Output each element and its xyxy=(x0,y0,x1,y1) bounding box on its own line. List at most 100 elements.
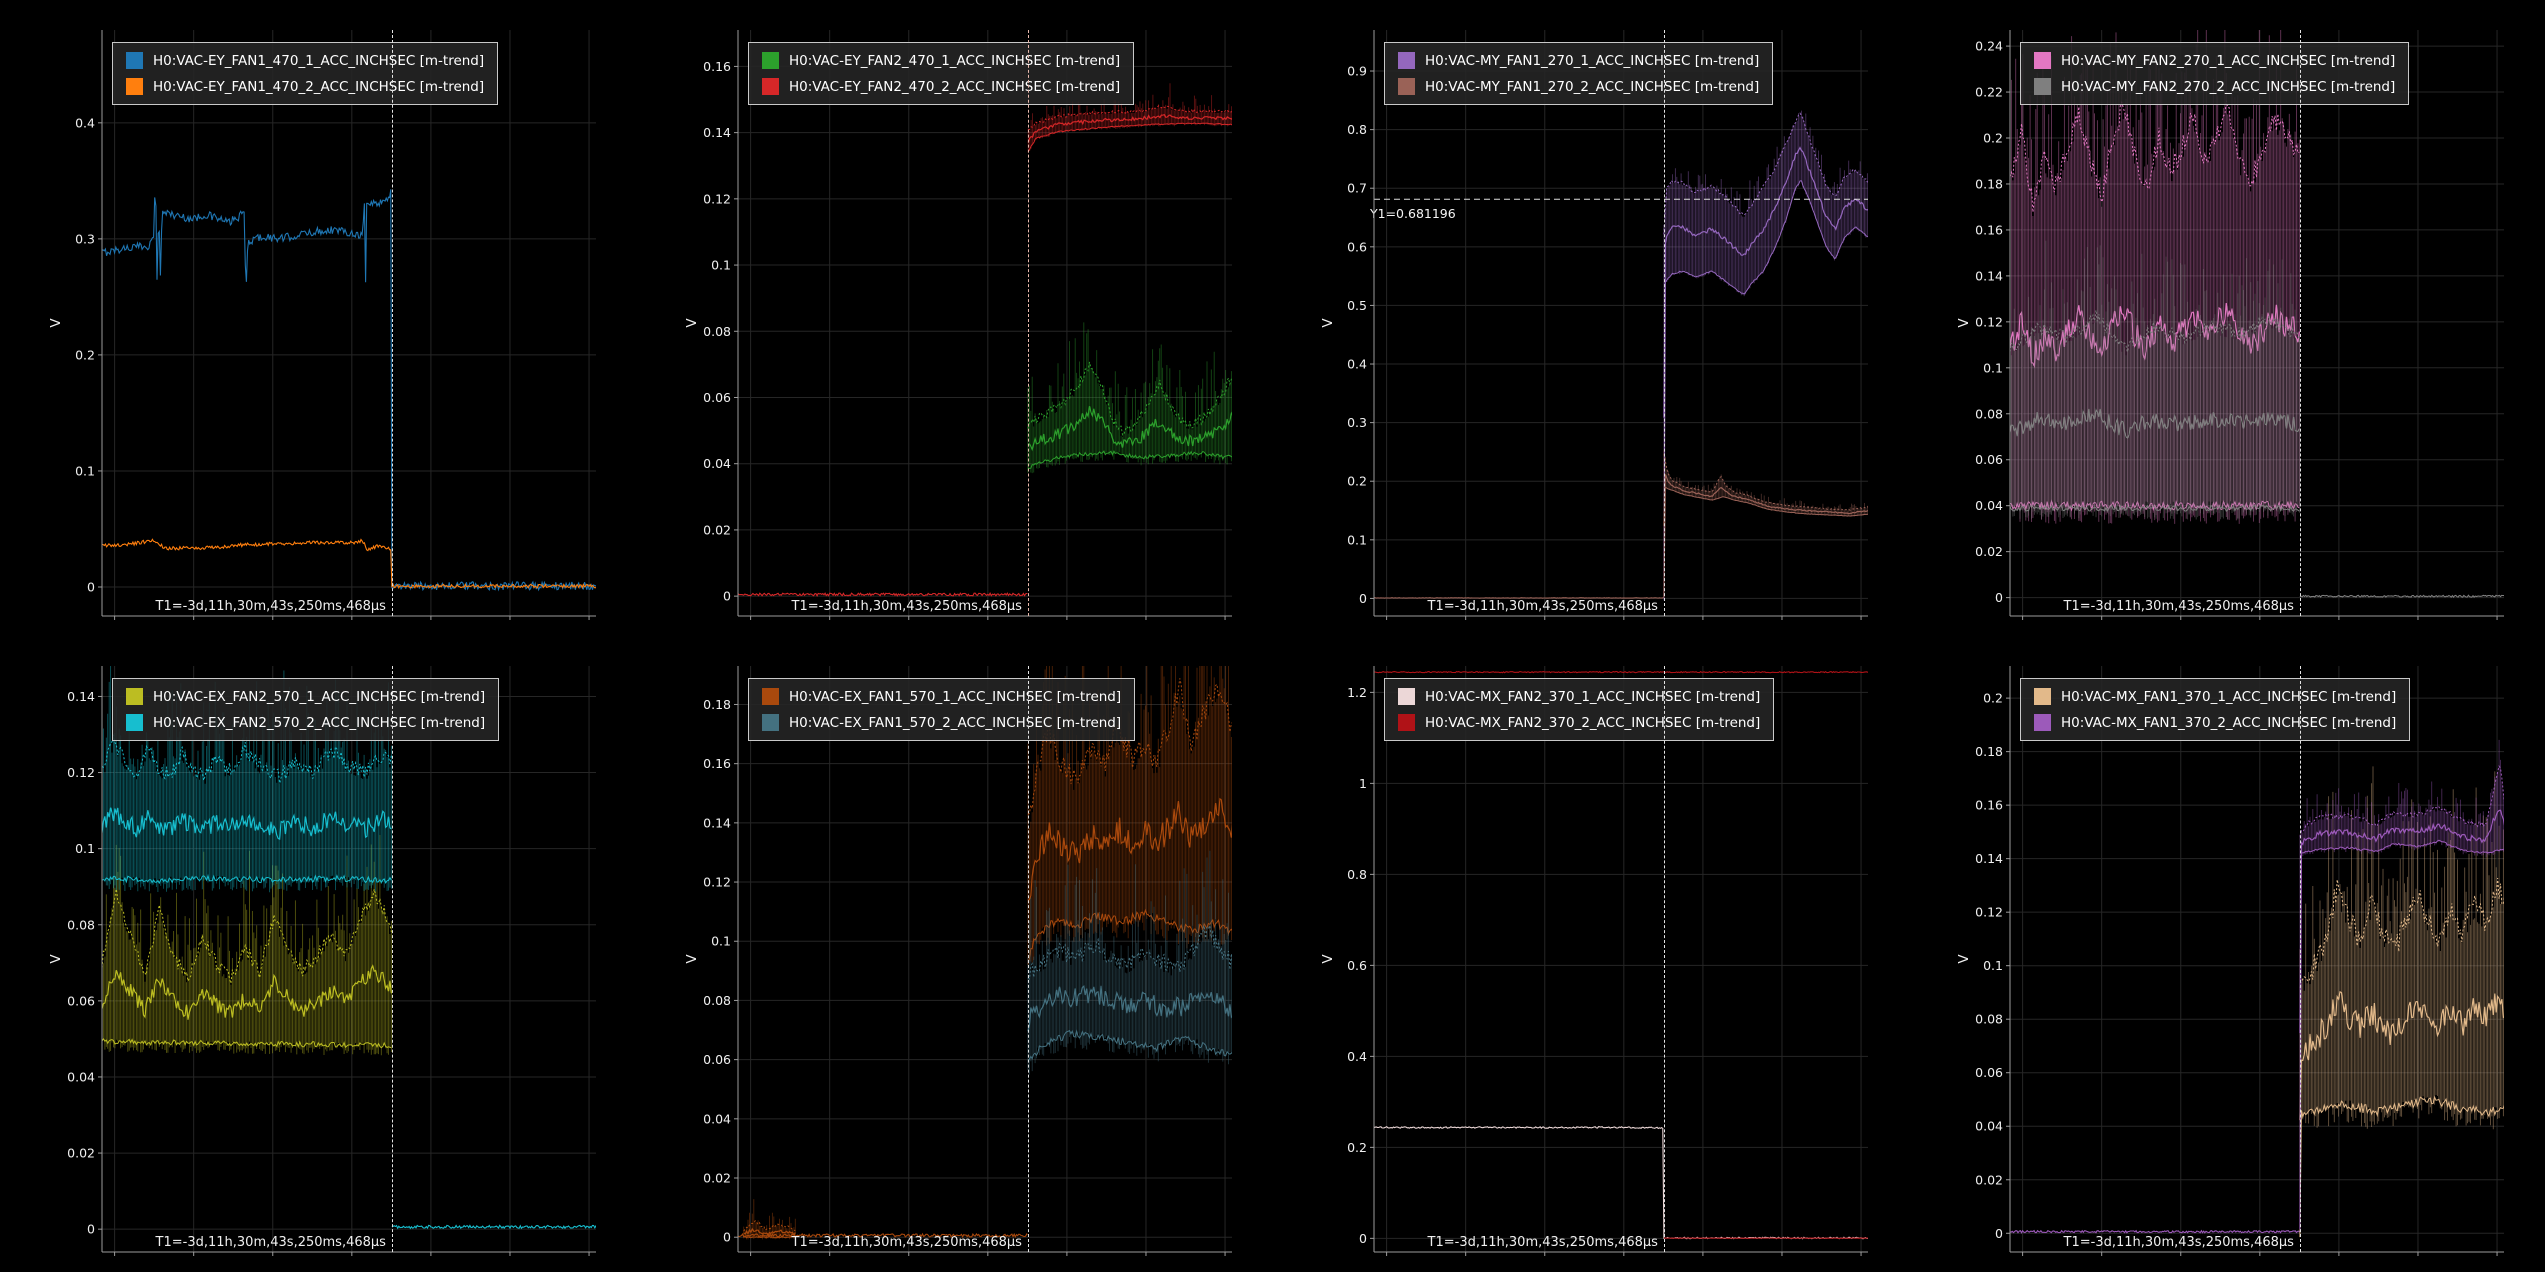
series-layer xyxy=(102,666,596,1230)
y-tick-label: 0 xyxy=(723,589,731,604)
t1-cursor-label: T1=-3d,11h,30m,43s,250ms,468µs xyxy=(1427,1235,1659,1250)
legend-box: H0:VAC-MY_FAN1_270_1_ACC_INCHSEC [m-tren… xyxy=(1384,42,1774,105)
legend-item[interactable]: H0:VAC-EY_FAN1_470_1_ACC_INCHSEC [m-tren… xyxy=(126,52,484,69)
y-axis-label: V xyxy=(1320,954,1336,964)
legend-box: H0:VAC-MX_FAN1_370_1_ACC_INCHSEC [m-tren… xyxy=(2020,678,2411,741)
y-tick-label: 0.04 xyxy=(1975,498,2003,513)
y1-cursor-label: Y1=0.681196 xyxy=(1369,206,1456,221)
axes xyxy=(2006,30,2504,620)
plot-canvas-my-fan2-270[interactable]: 0 0.02 0.04 0.06 0.08 0.1 0.12 0.14 0.16 0.18 0.2 0… xyxy=(1948,16,2504,620)
series-layer xyxy=(1374,670,1868,1240)
y-tick-label: 0.14 xyxy=(703,815,731,830)
series-color-swatch-icon xyxy=(126,714,143,731)
y-axis-label: V xyxy=(48,318,64,328)
legend-label: H0:VAC-MY_FAN1_270_2_ACC_INCHSEC [m-tren… xyxy=(1425,78,1760,95)
legend-item[interactable]: H0:VAC-EY_FAN2_470_1_ACC_INCHSEC [m-tren… xyxy=(762,52,1120,69)
series-line xyxy=(102,538,596,590)
axes xyxy=(98,30,596,620)
series-band-min xyxy=(102,1037,392,1049)
plot-canvas-ex-fan1-570[interactable]: 00.020.040.060.080.10.120.140.160.18Jul … xyxy=(676,652,1232,1256)
y-tick-label: 0.2 xyxy=(75,347,95,362)
y-tick-label: 0.08 xyxy=(703,993,731,1008)
y-tick-label: 0.16 xyxy=(703,756,731,771)
gridlines xyxy=(1374,30,1868,616)
y-axis-label: V xyxy=(48,954,64,964)
legend-item[interactable]: H0:VAC-EY_FAN2_470_2_ACC_INCHSEC [m-tren… xyxy=(762,78,1120,95)
y-axis-label: V xyxy=(1956,318,1972,328)
chart-ey-fan2-470: 0 0.02 0.04 0.06 0.08 0.1 0.12 0.14 0.16 Jul 16 2… xyxy=(676,16,1232,620)
series-layer xyxy=(2010,739,2504,1238)
legend-item[interactable]: H0:VAC-MX_FAN1_370_1_ACC_INCHSEC [m-tren… xyxy=(2034,688,2396,705)
series-line xyxy=(1374,670,1868,674)
series-band-min xyxy=(1027,908,1232,965)
series-band-fill xyxy=(1027,322,1232,474)
series-color-swatch-icon xyxy=(1398,688,1415,705)
y-tick-label: 0.4 xyxy=(75,115,95,130)
series-band-min xyxy=(102,873,392,885)
y-tick-label: 0.12 xyxy=(67,765,95,780)
y-tick-label: 0 xyxy=(1995,590,2003,605)
series-color-swatch-icon xyxy=(1398,78,1415,95)
series-band-mean xyxy=(102,964,392,1020)
series-band-max xyxy=(2299,764,2504,837)
series-color-swatch-icon xyxy=(762,52,779,69)
legend-box: H0:VAC-EY_FAN2_470_1_ACC_INCHSEC [m-tren… xyxy=(748,42,1135,105)
plot-canvas-my-fan1-270[interactable]: Y1=0.68119600.10.20.30.40.50.60.70.80.9J… xyxy=(1312,16,1868,620)
gridlines xyxy=(738,30,1232,616)
y-tick-label: 0.18 xyxy=(1975,744,2003,759)
series-line xyxy=(1374,1125,1868,1240)
legend-item[interactable]: H0:VAC-EX_FAN2_570_1_ACC_INCHSEC [m-tren… xyxy=(126,688,485,705)
y-tick-label: 0 xyxy=(87,579,95,594)
y-axis-label: V xyxy=(1956,954,1972,964)
legend-item[interactable]: H0:VAC-EX_FAN2_570_2_ACC_INCHSEC [m-tren… xyxy=(126,714,485,731)
series-band-fill xyxy=(1663,110,1868,601)
y-tick-label: 0.04 xyxy=(703,456,731,471)
series-layer xyxy=(738,83,1232,598)
legend-item[interactable]: H0:VAC-MY_FAN2_270_1_ACC_INCHSEC [m-tren… xyxy=(2034,52,2395,69)
axes xyxy=(1370,666,1868,1256)
chart-ey-fan1-470: 0 0.1 0.2 0.3 0.4 Jul 16 2023 02:54:25 UTC Jul … xyxy=(40,16,596,620)
y-tick-label: 0.06 xyxy=(1975,1065,2003,1080)
series-line xyxy=(391,1224,596,1230)
legend-item[interactable]: H0:VAC-EY_FAN1_470_2_ACC_INCHSEC [m-tren… xyxy=(126,78,484,95)
legend-item[interactable]: H0:VAC-MX_FAN1_370_2_ACC_INCHSEC [m-tren… xyxy=(2034,714,2396,731)
gridlines xyxy=(738,666,1232,1252)
series-line xyxy=(2299,594,2504,598)
y-axis-label: V xyxy=(684,954,700,964)
chart-ex-fan1-570: 0 0.02 0.04 0.06 0.08 0.1 0.12 0.14 0.16 0.18 Jul … xyxy=(676,652,1232,1256)
series-band-fill xyxy=(1663,450,1868,598)
legend-item[interactable]: H0:VAC-MX_FAN2_370_1_ACC_INCHSEC [m-tren… xyxy=(1398,688,1760,705)
legend-item[interactable]: H0:VAC-MY_FAN2_270_2_ACC_INCHSEC [m-tren… xyxy=(2034,78,2395,95)
y-tick-label: 0.12 xyxy=(703,875,731,890)
legend-item[interactable]: H0:VAC-EX_FAN1_570_2_ACC_INCHSEC [m-tren… xyxy=(762,714,1121,731)
legend-label: H0:VAC-MY_FAN2_270_1_ACC_INCHSEC [m-tren… xyxy=(2061,52,2396,69)
y-tick-label: 0.8 xyxy=(1347,867,1367,882)
legend-label: H0:VAC-EY_FAN1_470_2_ACC_INCHSEC [m-tren… xyxy=(153,78,485,95)
series-band-min xyxy=(1663,486,1868,598)
plot-canvas-mx-fan1-370[interactable]: 00.020.040.060.080.10.120.140.160.180.2J… xyxy=(1948,652,2504,1256)
legend-box: H0:VAC-EX_FAN2_570_1_ACC_INCHSEC [m-tren… xyxy=(112,678,500,741)
y-tick-label: 0.02 xyxy=(703,1171,731,1186)
y-tick-label: 0.12 xyxy=(1975,905,2003,920)
series-band-max xyxy=(1027,923,1232,980)
y-tick-label: 0.2 xyxy=(1983,691,2003,706)
legend-label: H0:VAC-MX_FAN1_370_2_ACC_INCHSEC [m-tren… xyxy=(2061,714,2397,731)
y-tick-label: 0.12 xyxy=(703,191,731,206)
series-line xyxy=(738,1232,1028,1239)
legend-item[interactable]: H0:VAC-MY_FAN1_270_2_ACC_INCHSEC [m-tren… xyxy=(1398,78,1759,95)
legend-item[interactable]: H0:VAC-MX_FAN2_370_2_ACC_INCHSEC [m-tren… xyxy=(1398,714,1760,731)
y-tick-label: 1.2 xyxy=(1347,685,1367,700)
legend-item[interactable]: H0:VAC-MY_FAN1_270_1_ACC_INCHSEC [m-tren… xyxy=(1398,52,1759,69)
series-band-mean xyxy=(2299,990,2504,1121)
legend-item[interactable]: H0:VAC-EX_FAN1_570_1_ACC_INCHSEC [m-tren… xyxy=(762,688,1121,705)
y-tick-label: 0.08 xyxy=(1975,406,2003,421)
y-tick-label: 0.02 xyxy=(67,1146,95,1161)
y-tick-label: 0.3 xyxy=(75,231,95,246)
series-band-mean xyxy=(1027,797,1232,901)
series-line xyxy=(102,189,596,592)
